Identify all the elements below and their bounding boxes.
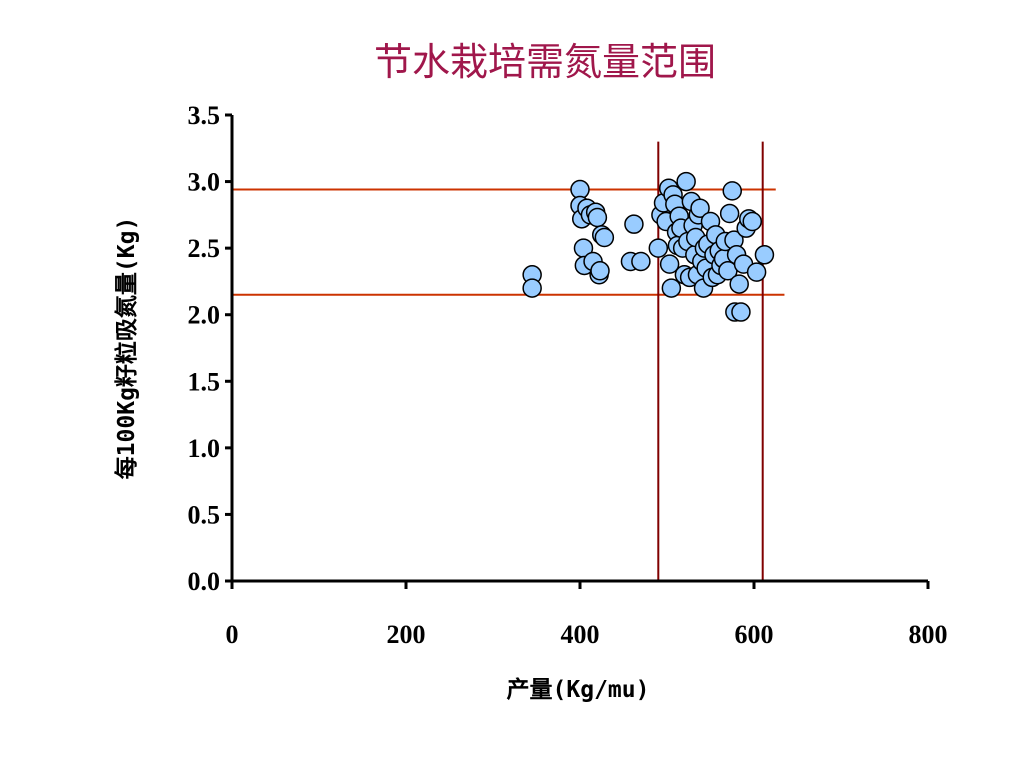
data-point [719,203,740,224]
data-point [676,171,696,192]
x-axis-label: 产量(Kg/mu) [507,676,650,703]
x-tick-label: 0 [226,620,239,649]
data-points [522,171,775,322]
data-point [522,278,542,298]
x-tick-label: 800 [909,620,948,649]
data-point [746,262,767,282]
data-point [722,181,742,201]
y-axis-ticks: 0.0 0.5 1.0 1.5 2.0 2.5 3.0 3.5 [188,101,232,596]
data-point [754,245,775,265]
y-tick-label: 1.5 [188,367,221,396]
y-axis-label: 每100Kg籽粒吸氮量(Kg) [113,217,140,480]
y-tick-label: 0.5 [188,500,221,529]
data-point [631,251,651,272]
chart-title: 节水栽培需氮量范围 [374,40,716,84]
y-tick-label: 3.0 [188,168,221,197]
data-point [590,261,610,281]
y-tick-label: 0.0 [188,567,221,596]
plot-area: 0.0 0.5 1.0 1.5 2.0 2.5 3.0 3.5 0 200 400 600 800 [188,101,948,649]
y-tick-label: 1.0 [188,434,221,463]
data-point [648,238,669,258]
data-point [742,211,763,232]
data-point [731,302,751,322]
x-axis-ticks: 0 200 400 600 800 [226,581,948,649]
data-point [729,274,749,294]
x-tick-label: 200 [387,620,426,649]
x-tick-label: 400 [561,620,600,649]
data-point [690,198,710,218]
data-point [587,207,608,228]
data-point [624,214,644,234]
data-point [661,278,682,298]
y-tick-label: 3.5 [188,101,221,130]
y-tick-label: 2.0 [188,301,221,330]
data-point [659,254,680,274]
y-tick-label: 2.5 [188,234,221,263]
data-point [594,227,615,248]
x-tick-label: 600 [735,620,774,649]
